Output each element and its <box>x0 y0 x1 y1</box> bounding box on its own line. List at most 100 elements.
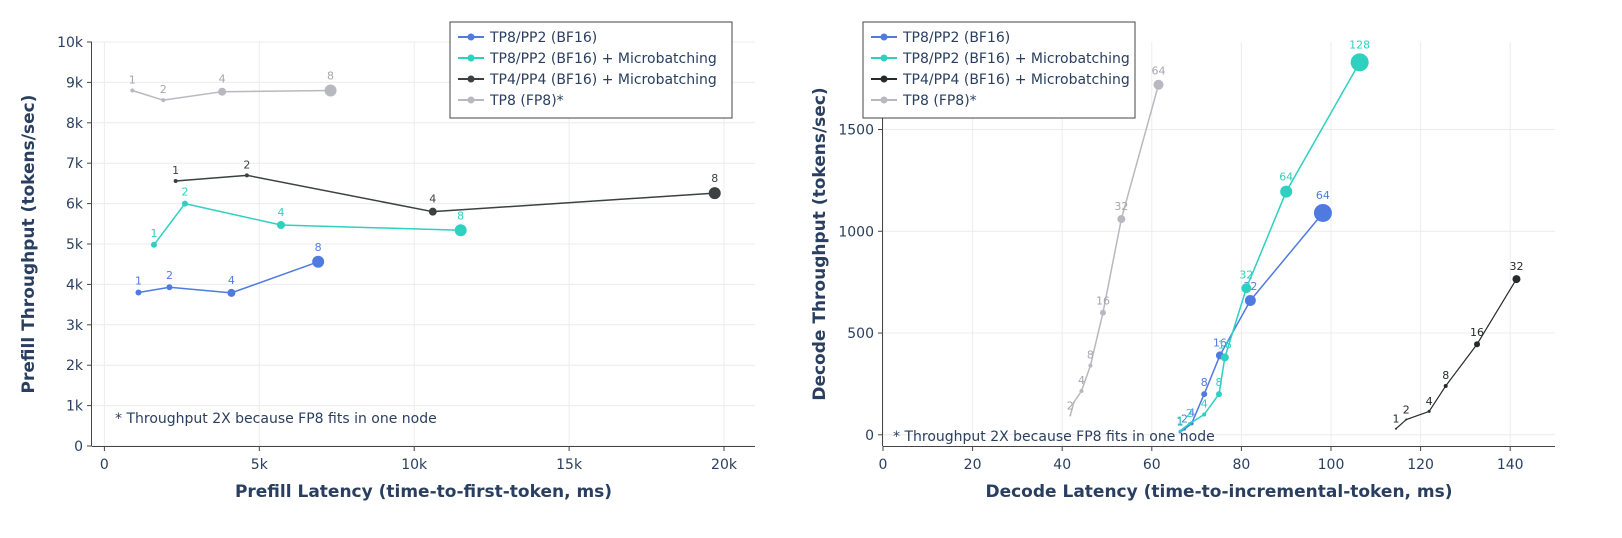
x-tick-label: 20 <box>964 457 982 473</box>
annotation-note: * Throughput 2X because FP8 fits in one … <box>115 411 437 427</box>
data-label: 1 <box>1177 415 1184 428</box>
x-tick-label: 40 <box>1053 457 1071 473</box>
series-line <box>138 261 319 294</box>
legend-item-4: TP8 (FP8)* <box>871 93 977 109</box>
data-point <box>161 98 166 103</box>
data-point <box>708 187 721 200</box>
legend-swatch-marker <box>880 54 888 62</box>
data-label: 32 <box>1239 268 1253 281</box>
x-tick-label: 60 <box>1143 457 1161 473</box>
decode-chart: 0 20 40 60 80 100 120 140 0 500 1000 1500 Decode Lat… <box>810 21 1555 502</box>
y-tick-label: 500 <box>847 326 874 342</box>
y-tick-label: 7k <box>66 156 84 172</box>
data-point <box>166 284 173 291</box>
data-label: 16 <box>1470 326 1484 339</box>
legend-item-1: TP8/PP2 (BF16) <box>458 30 597 46</box>
y-tick-label: 2k <box>66 358 84 374</box>
legend: TP8/PP2 (BF16) TP8/PP2 (BF16) + Microbatc… <box>862 21 1136 119</box>
data-label: 4 <box>429 193 436 206</box>
series-line <box>1069 84 1160 416</box>
data-label: 8 <box>327 69 334 82</box>
data-label: 1 <box>1392 413 1399 426</box>
data-label: 4 <box>1078 374 1085 387</box>
series-line <box>1395 278 1517 430</box>
data-point <box>1427 409 1431 413</box>
data-point <box>312 255 325 268</box>
series-line <box>175 174 715 213</box>
legend-item-3: TP4/PP4 (BF16) + Microbatching <box>871 72 1130 88</box>
data-label: 2 <box>1181 413 1188 426</box>
data-label: 1 <box>129 73 136 86</box>
data-point <box>428 207 437 216</box>
data-label: 8 <box>1216 376 1223 389</box>
legend-label: TP4/PP4 (BF16) + Microbatching <box>902 72 1130 88</box>
y-tick-label: 4k <box>66 277 84 293</box>
data-point <box>324 84 337 97</box>
data-point <box>1187 422 1191 426</box>
legend-item-4: TP8 (FP8)* <box>458 93 564 109</box>
legend-swatch-marker <box>467 96 475 104</box>
x-tick-label: 15k <box>556 457 583 473</box>
legend-item-3: TP4/PP4 (BF16) + Microbatching <box>458 72 717 88</box>
data-label: 64 <box>1316 189 1330 202</box>
y-tick-label: 1000 <box>838 224 874 240</box>
data-point <box>1178 429 1182 433</box>
x-tick-label: 120 <box>1407 457 1434 473</box>
series-line <box>1179 61 1361 432</box>
y-tick-label: 1500 <box>838 123 874 139</box>
y-tick-label: 0 <box>865 428 874 444</box>
x-tick-label: 5k <box>251 457 269 473</box>
data-point <box>1244 294 1256 306</box>
data-label: 8 <box>1201 376 1208 389</box>
data-label: 64 <box>1279 171 1293 184</box>
series-4: 248 16 32 64 <box>1067 65 1166 417</box>
legend-box <box>862 21 1136 119</box>
data-label: 64 <box>1152 65 1166 78</box>
data-point <box>218 87 227 96</box>
x-tick-label: 0 <box>879 457 888 473</box>
data-label: 4 <box>228 274 235 287</box>
x-tick-label: 80 <box>1232 457 1250 473</box>
x-axis-title: Decode Latency (time-to-incremental-toke… <box>985 482 1452 502</box>
data-label: 4 <box>1426 395 1433 408</box>
y-tick-label: 3k <box>66 318 84 334</box>
data-point <box>1394 427 1397 430</box>
data-label: 1 <box>172 164 179 177</box>
series-line <box>132 89 331 101</box>
data-label: 1 <box>1177 415 1184 428</box>
legend-label: TP8/PP2 (BF16) + Microbatching <box>902 51 1130 67</box>
legend-label: TP4/PP4 (BF16) + Microbatching <box>489 72 717 88</box>
legend-swatch-marker <box>467 54 475 62</box>
legend-box <box>449 21 733 119</box>
data-point <box>1241 283 1252 294</box>
y-axis-title: Decode Throughput (tokens/sec) <box>810 87 830 400</box>
y-tick-label: 1k <box>66 399 84 415</box>
y-tick-label: 5k <box>66 237 84 253</box>
data-point <box>1280 185 1293 198</box>
data-point <box>1201 391 1208 398</box>
data-label: 128 <box>1349 38 1370 51</box>
data-point <box>1216 391 1222 398</box>
data-label: 4 <box>219 73 226 86</box>
y-axis-title: Prefill Throughput (tokens/sec) <box>19 95 39 394</box>
data-label: 8 <box>711 172 718 185</box>
data-point <box>1072 401 1075 404</box>
legend-label: TP8/PP2 (BF16) + Microbatching <box>489 51 717 67</box>
data-label: 2 <box>1186 407 1193 420</box>
legend-swatch-marker <box>880 33 888 41</box>
legend-swatch-marker <box>467 75 475 83</box>
x-tick-label: 100 <box>1318 457 1345 473</box>
data-point <box>1088 363 1093 368</box>
data-point <box>1153 79 1164 90</box>
x-tick-label: 140 <box>1497 457 1524 473</box>
series-2: 1 2 4 8 <box>150 186 467 248</box>
y-tick-label: 6k <box>66 197 84 213</box>
data-point <box>1220 353 1229 362</box>
data-point <box>135 289 142 296</box>
data-label: 8 <box>1087 349 1094 362</box>
x-tick-label: 10k <box>401 457 428 473</box>
data-label: 1 <box>150 227 157 240</box>
data-label: 4 <box>1188 406 1195 419</box>
data-label: 2 <box>160 83 167 96</box>
